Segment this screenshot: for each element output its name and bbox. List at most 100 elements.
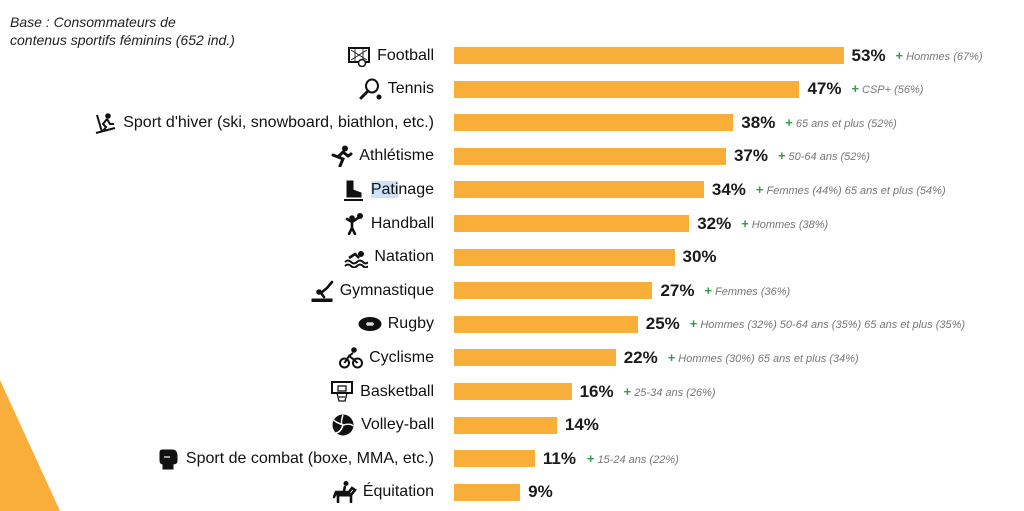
boxing-glove-icon bbox=[159, 449, 178, 470]
category-label-text: Équitation bbox=[362, 483, 434, 501]
annotation-text: Hommes (38%) bbox=[751, 218, 829, 231]
plus-sign: + bbox=[741, 215, 749, 231]
category-label: Équitation bbox=[332, 481, 434, 504]
category-label-text: Basketball bbox=[360, 382, 434, 400]
bar bbox=[454, 215, 690, 232]
soccer-goal-icon bbox=[348, 46, 371, 67]
rugby-ball-icon bbox=[358, 317, 382, 332]
segment-annotation: +15-24 ans (22%) bbox=[587, 448, 679, 470]
plus-sign: + bbox=[586, 450, 595, 466]
handball-player-icon bbox=[345, 212, 363, 235]
plus-sign: + bbox=[777, 148, 786, 164]
segment-annotation: +50-64 ans (52%) bbox=[778, 145, 870, 167]
category-label: Tennis bbox=[358, 78, 434, 100]
value-label: 38% bbox=[741, 112, 776, 132]
skier-icon bbox=[95, 112, 116, 134]
bar bbox=[454, 416, 557, 434]
plus-sign: + bbox=[704, 282, 713, 298]
bar bbox=[454, 80, 800, 98]
annotation-text: Hommes (30%) 65 ans et plus (34%) bbox=[678, 352, 859, 365]
plus-sign: + bbox=[851, 81, 860, 97]
category-label-text: Sport de combat (boxe, MMA, etc.) bbox=[185, 449, 434, 467]
category-label-text: Cyclisme bbox=[369, 348, 434, 366]
bar bbox=[454, 147, 726, 165]
value-label: 16% bbox=[579, 381, 614, 401]
category-label: Sport d'hiver (ski, snowboard, biathlon,… bbox=[93, 112, 434, 134]
plus-sign: + bbox=[755, 181, 764, 197]
value-label: 25% bbox=[645, 314, 680, 334]
category-label-text: Handball bbox=[370, 214, 434, 232]
bar bbox=[454, 383, 572, 400]
value-label: 22% bbox=[623, 347, 658, 367]
gymnast-icon bbox=[311, 280, 334, 302]
segment-annotation: + Femmes (44%) 65 ans et plus (54%) bbox=[756, 179, 946, 201]
ice-skate-icon bbox=[343, 180, 363, 201]
runner-icon bbox=[331, 145, 353, 168]
category-label-text: Volley-ball bbox=[361, 416, 434, 434]
annotation-text: 15-24 ans (22%) bbox=[597, 453, 679, 466]
bar bbox=[454, 181, 704, 199]
category-label: Football bbox=[347, 45, 434, 67]
plus-sign: + bbox=[689, 316, 698, 332]
base-note-line1: Base : Consommateurs de bbox=[10, 14, 176, 30]
annotation-text: 50-64 ans (52%) bbox=[788, 151, 870, 164]
annotation-text: Femmes (36%) bbox=[715, 285, 791, 298]
bar bbox=[454, 483, 521, 501]
plus-sign: + bbox=[667, 349, 676, 365]
value-label: 32% bbox=[697, 213, 732, 233]
annotation-text: 65 ans et plus (52%) bbox=[795, 117, 897, 130]
category-label: Cyclisme bbox=[339, 347, 434, 369]
value-label: 37% bbox=[733, 146, 768, 166]
segment-annotation: + Femmes (36%) bbox=[704, 280, 790, 302]
category-label: Sport de combat (boxe, MMA, etc.) bbox=[156, 448, 434, 470]
category-label-text: Tennis bbox=[387, 80, 434, 98]
segment-annotation: + CSP+ (56%) bbox=[851, 78, 923, 100]
category-label-text: Gymnastique bbox=[339, 281, 434, 299]
category-label: Natation bbox=[344, 246, 434, 269]
value-label: 47% bbox=[807, 79, 842, 99]
base-note: Base : Consommateurs de contenus sportif… bbox=[10, 13, 310, 49]
category-label-text: Patinage bbox=[370, 180, 434, 198]
category-label-text: Rugby bbox=[387, 315, 434, 333]
category-label-text: Athlétisme bbox=[359, 147, 434, 165]
bar bbox=[454, 450, 535, 468]
bar bbox=[454, 248, 675, 266]
bar bbox=[454, 282, 653, 300]
category-label-text: Sport d'hiver (ski, snowboard, biathlon,… bbox=[123, 113, 434, 131]
bar bbox=[454, 349, 616, 367]
category-label: Gymnastique bbox=[310, 280, 434, 302]
segment-annotation: +25-34 ans (26%) bbox=[624, 381, 716, 403]
category-label-text: Football bbox=[377, 46, 434, 64]
segment-annotation: + Hommes (38%) bbox=[741, 213, 828, 235]
value-label: 34% bbox=[711, 179, 746, 199]
text-selection-highlight: Pati bbox=[370, 180, 399, 198]
tennis-racket-icon bbox=[359, 78, 382, 100]
horse-rider-icon bbox=[332, 481, 357, 504]
value-label: 14% bbox=[564, 415, 599, 435]
value-label: 11% bbox=[542, 448, 576, 468]
bar bbox=[454, 114, 734, 132]
category-label: Handball bbox=[341, 212, 434, 235]
basketball-hoop-icon bbox=[331, 380, 354, 402]
segment-annotation: + Hommes (67%) bbox=[896, 45, 983, 67]
category-label: Basketball bbox=[330, 380, 434, 403]
category-label: Patinage bbox=[341, 179, 434, 201]
annotation-text: Hommes (67%) bbox=[906, 50, 983, 63]
swimmer-icon bbox=[344, 251, 369, 269]
annotation-text: 25-34 ans (26%) bbox=[634, 386, 716, 399]
category-label: Volley-ball bbox=[331, 414, 434, 436]
base-note-line2: contenus sportifs féminins (652 ind.) bbox=[10, 32, 235, 48]
value-label: 27% bbox=[660, 280, 695, 300]
category-label: Athlétisme bbox=[329, 145, 434, 168]
annotation-text: Hommes (32%) 50-64 ans (35%) 65 ans et p… bbox=[700, 319, 966, 332]
segment-annotation: + Hommes (30%) 65 ans et plus (34%) bbox=[668, 347, 859, 369]
cyclist-icon bbox=[339, 347, 364, 369]
category-label: Rugby bbox=[358, 313, 434, 335]
value-label: 9% bbox=[528, 482, 553, 502]
plus-sign: + bbox=[895, 47, 904, 63]
category-label-text: Natation bbox=[374, 248, 434, 266]
volleyball-icon bbox=[332, 414, 354, 436]
segment-annotation: +65 ans et plus (52%) bbox=[785, 112, 896, 134]
plus-sign: + bbox=[785, 114, 793, 130]
